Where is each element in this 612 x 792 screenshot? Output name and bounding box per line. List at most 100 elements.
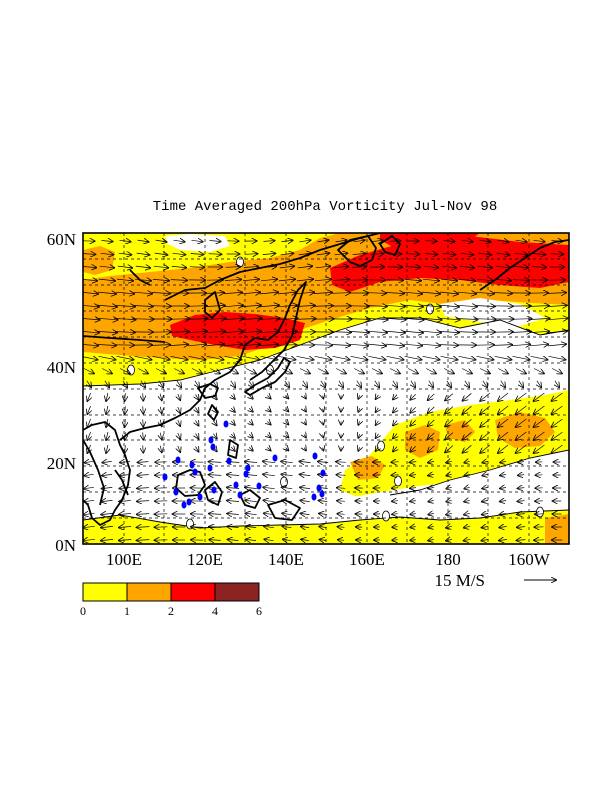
wind-vector: [478, 253, 492, 255]
colorbar-tick-1: 1: [124, 604, 130, 618]
wind-vector: [152, 279, 169, 280]
wind-vector: [205, 293, 224, 294]
wind-vector: [420, 318, 441, 320]
wind-vector: [518, 462, 524, 463]
wind-vector: [384, 331, 405, 333]
wind-vector: [464, 513, 470, 514]
wind-vector: [428, 487, 434, 488]
wind-vector: [259, 292, 278, 294]
wind-vector: [101, 526, 113, 527]
wind-vector: [518, 488, 525, 489]
wind-vector: [249, 380, 253, 387]
wind-vector: [480, 431, 491, 440]
wind-vector: [445, 393, 454, 401]
wind-vector: [403, 292, 422, 294]
wind-vector: [133, 292, 152, 293]
wind-vector: [446, 474, 451, 475]
wind-vector: [552, 444, 563, 453]
wind-vector: [500, 462, 506, 463]
wind-vector: [534, 431, 545, 440]
wind-vector: [155, 240, 167, 242]
wind-vector: [241, 344, 260, 346]
wind-vector: [190, 254, 204, 255]
wind-vector: [102, 487, 113, 488]
wind-vector: [83, 254, 96, 255]
wind-vector: [392, 540, 398, 541]
wind-vector: [332, 280, 349, 281]
wind-vector: [301, 539, 309, 540]
wind-vector: [263, 368, 274, 374]
wind-vector: [320, 540, 327, 541]
wind-vector: [482, 513, 489, 514]
wind-vector: [196, 420, 199, 425]
wind-vector: [370, 254, 384, 255]
wind-vector: [393, 395, 397, 400]
wind-vector: [177, 380, 181, 387]
wind-vector: [422, 356, 440, 359]
wind-vector: [125, 406, 126, 414]
wind-vector: [331, 345, 350, 346]
wind-vector: [264, 526, 274, 527]
wind-vector: [410, 445, 416, 452]
wind-vector: [517, 527, 526, 528]
wind-vector: [209, 368, 220, 374]
wind-vector: [511, 344, 530, 345]
longitude-labels: 100E 120E 140E 160E 180 160W: [106, 550, 551, 569]
wind-vector: [286, 422, 289, 425]
wind-vector: [105, 380, 109, 387]
wind-vector: [101, 241, 113, 242]
wind-vector: [385, 344, 404, 346]
wind-vector: [282, 513, 292, 514]
wind-vector: [348, 331, 369, 332]
wind-vector: [479, 240, 491, 242]
wind-vector: [338, 527, 345, 528]
wind-vector: [393, 421, 397, 426]
wind-vector: [367, 306, 387, 307]
wind-vector: [334, 253, 348, 255]
wind-vector: [159, 380, 163, 387]
wind-vector: [172, 253, 186, 254]
wind-vector: [120, 475, 131, 476]
wind-vector: [420, 331, 441, 333]
wind-vector: [551, 241, 563, 242]
wind-vector: [464, 487, 469, 488]
wind-vector: [249, 434, 253, 437]
wind-vector: [428, 539, 434, 540]
wind-vector: [173, 368, 184, 374]
graticule: [83, 233, 569, 544]
wind-vector: [475, 292, 494, 293]
wind-vector: [358, 408, 359, 412]
wind-vector: [115, 305, 135, 306]
wind-vector: [498, 431, 509, 440]
wind-vector: [242, 356, 260, 359]
wind-vector: [297, 266, 312, 268]
wind-vector: [204, 318, 225, 319]
wind-vector: [189, 267, 204, 268]
wind-vector: [475, 306, 495, 307]
wind-vector: [386, 280, 403, 281]
plot-frame: [82, 232, 570, 545]
wind-vector: [300, 487, 311, 488]
wind-vector: [97, 305, 117, 307]
wind-vector: [206, 356, 224, 359]
wind-vector: [528, 318, 549, 319]
vector-reference-label: 15 M/S: [434, 571, 485, 590]
wind-vector: [303, 380, 307, 387]
lat-label-40n: 40N: [47, 358, 76, 377]
wind-vector: [315, 266, 330, 268]
wind-vector: [106, 405, 108, 414]
wind-vector: [446, 461, 452, 462]
latitude-labels: 60N 40N 20N 0N: [47, 230, 76, 555]
wind-vector: [209, 501, 222, 502]
wind-vector: [249, 421, 253, 424]
wind-vector: [98, 356, 116, 359]
wind-vector: [445, 432, 454, 440]
colorbar-swatch-1-2: [126, 582, 172, 602]
wind-vector: [516, 444, 527, 453]
wind-vector: [301, 526, 310, 527]
wind-vector: [280, 253, 294, 255]
wind-vector: [445, 445, 454, 453]
wind-vector: [143, 419, 144, 426]
wind-vector: [410, 462, 417, 463]
wind-vector: [170, 280, 187, 281]
